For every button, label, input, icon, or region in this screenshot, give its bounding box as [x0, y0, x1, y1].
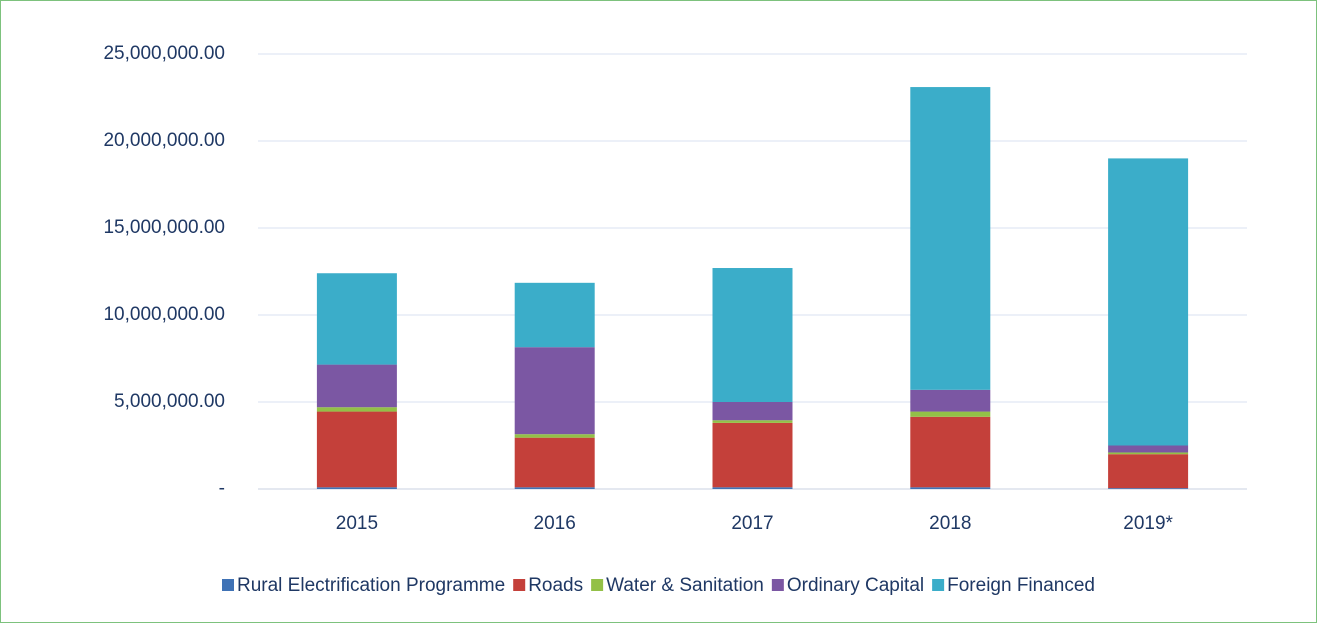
- bar-segment: [1108, 158, 1189, 446]
- x-tick-label: 2016: [534, 513, 576, 534]
- y-tick-label: 25,000,000.00: [103, 43, 225, 64]
- bar-segment: [1108, 452, 1189, 455]
- y-tick-label: -: [219, 478, 225, 499]
- legend-label: Roads: [528, 575, 583, 596]
- bar-segment: [910, 416, 991, 488]
- bar-segment: [712, 402, 793, 421]
- bar-segment: [316, 407, 397, 412]
- legend: Rural Electrification Programme Roads Wate…: [222, 575, 1095, 596]
- bar-segment: [316, 411, 397, 488]
- bar-segment: [514, 347, 595, 435]
- bar-segment: [316, 487, 397, 489]
- legend-swatch: [771, 579, 784, 591]
- y-tick-label: 5,000,000.00: [114, 391, 225, 412]
- bar-segment: [712, 487, 793, 489]
- bar-segment: [514, 487, 595, 489]
- bar-segment: [712, 422, 793, 488]
- bar-segment: [316, 273, 397, 365]
- legend-swatch: [932, 579, 945, 591]
- bar-segment: [712, 268, 793, 402]
- bar-segment: [514, 282, 595, 348]
- bar-segment: [910, 389, 991, 412]
- bar-segment: [514, 437, 595, 488]
- legend-label: Water & Sanitation: [606, 575, 764, 596]
- x-tick-label: 2015: [336, 513, 378, 534]
- y-tick-label: 20,000,000.00: [103, 130, 225, 151]
- legend-swatch: [591, 579, 604, 591]
- bar-segment: [910, 87, 991, 390]
- y-tick-label: 15,000,000.00: [103, 217, 225, 238]
- bar-segment: [316, 364, 397, 408]
- bar-segment: [910, 487, 991, 489]
- bar-segment: [1108, 488, 1189, 489]
- x-tick-label: 2017: [731, 513, 773, 534]
- legend-label: Foreign Financed: [947, 575, 1095, 596]
- legend-swatch: [513, 579, 526, 591]
- x-tick-label: 2019*: [1123, 513, 1173, 534]
- bar-segment: [1108, 445, 1189, 453]
- x-tick-label: 2018: [929, 513, 971, 534]
- legend-swatch: [222, 579, 234, 591]
- legend-label: Rural Electrification Programme: [237, 575, 505, 596]
- legend-label: Ordinary Capital: [787, 575, 924, 596]
- bar-segment: [1108, 454, 1189, 489]
- bar-segment: [712, 420, 793, 423]
- bar-segment: [514, 434, 595, 438]
- bar-segment: [910, 411, 991, 417]
- y-tick-label: 10,000,000.00: [103, 304, 225, 325]
